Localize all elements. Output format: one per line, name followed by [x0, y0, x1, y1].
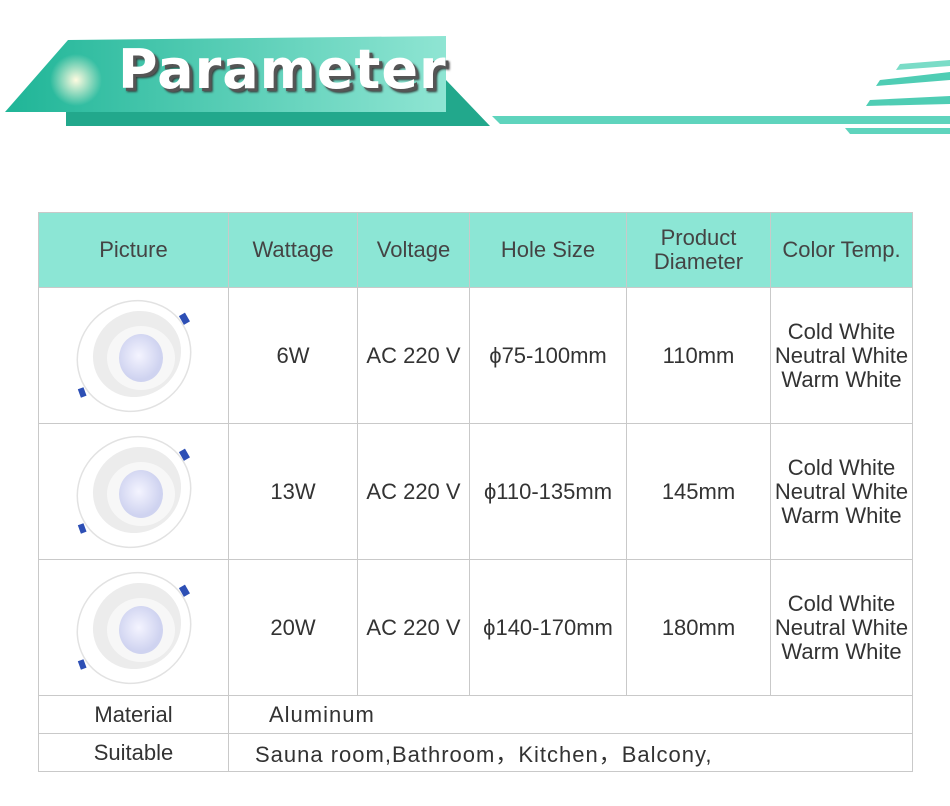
wattage-cell: 20W [228, 559, 358, 696]
hole-size-cell: ϕ140-170mm [469, 559, 627, 696]
suitable-value: Sauna room,Bathroom，Kitchen，Balcony, [228, 733, 913, 772]
table-row: 20W AC 220 V ϕ140-170mm 180mm Cold White… [38, 559, 913, 696]
color-temp-cell: Cold White Neutral White Warm White [770, 423, 913, 560]
table-row: 6W AC 220 V ϕ75-100mm 110mm Cold White Ne… [38, 287, 913, 424]
diameter-cell: 145mm [626, 423, 771, 560]
downlight-image [68, 567, 199, 688]
suitable-label: Suitable [38, 733, 229, 772]
downlight-image [68, 431, 199, 552]
color-temp-cell: Cold White Neutral White Warm White [770, 559, 913, 696]
picture-cell [38, 287, 229, 424]
temp-neutral: Neutral White [774, 614, 909, 640]
wattage-cell: 13W [228, 423, 358, 560]
temp-cold: Cold White [787, 318, 896, 344]
table-row: 13W AC 220 V ϕ110-135mm 145mm Cold White… [38, 423, 913, 560]
temp-neutral: Neutral White [774, 478, 909, 504]
suitable-row: Suitable Sauna room,Bathroom，Kitchen，Bal… [38, 733, 913, 772]
banner-graphic [5, 36, 950, 134]
picture-cell [38, 559, 229, 696]
color-temp-cell: Cold White Neutral White Warm White [770, 287, 913, 424]
header-picture: Picture [38, 212, 229, 288]
voltage-cell: AC 220 V [357, 423, 470, 560]
page-title: Parameter [118, 38, 447, 101]
header-product-diameter: Product Diameter [626, 212, 771, 288]
temp-cold: Cold White [787, 590, 896, 616]
temp-warm: Warm White [781, 502, 902, 528]
temp-cold: Cold White [787, 454, 896, 480]
header-hole-size: Hole Size [469, 212, 627, 288]
picture-cell [38, 423, 229, 560]
parameter-table: Picture Wattage Voltage Hole Size Produc… [38, 212, 913, 772]
hole-size-cell: ϕ75-100mm [469, 287, 627, 424]
voltage-cell: AC 220 V [357, 287, 470, 424]
downlight-image [68, 295, 199, 416]
hole-size-cell: ϕ110-135mm [469, 423, 627, 560]
diameter-cell: 110mm [626, 287, 771, 424]
temp-neutral: Neutral White [774, 342, 909, 368]
material-row: Material Aluminum [38, 695, 913, 734]
wattage-cell: 6W [228, 287, 358, 424]
temp-warm: Warm White [781, 638, 902, 664]
voltage-cell: AC 220 V [357, 559, 470, 696]
temp-warm: Warm White [781, 366, 902, 392]
material-value: Aluminum [228, 695, 913, 734]
header-voltage: Voltage [357, 212, 470, 288]
header-color-temp: Color Temp. [770, 212, 913, 288]
diameter-cell: 180mm [626, 559, 771, 696]
header-wattage: Wattage [228, 212, 358, 288]
material-label: Material [38, 695, 229, 734]
header-row: Picture Wattage Voltage Hole Size Produc… [38, 212, 913, 288]
